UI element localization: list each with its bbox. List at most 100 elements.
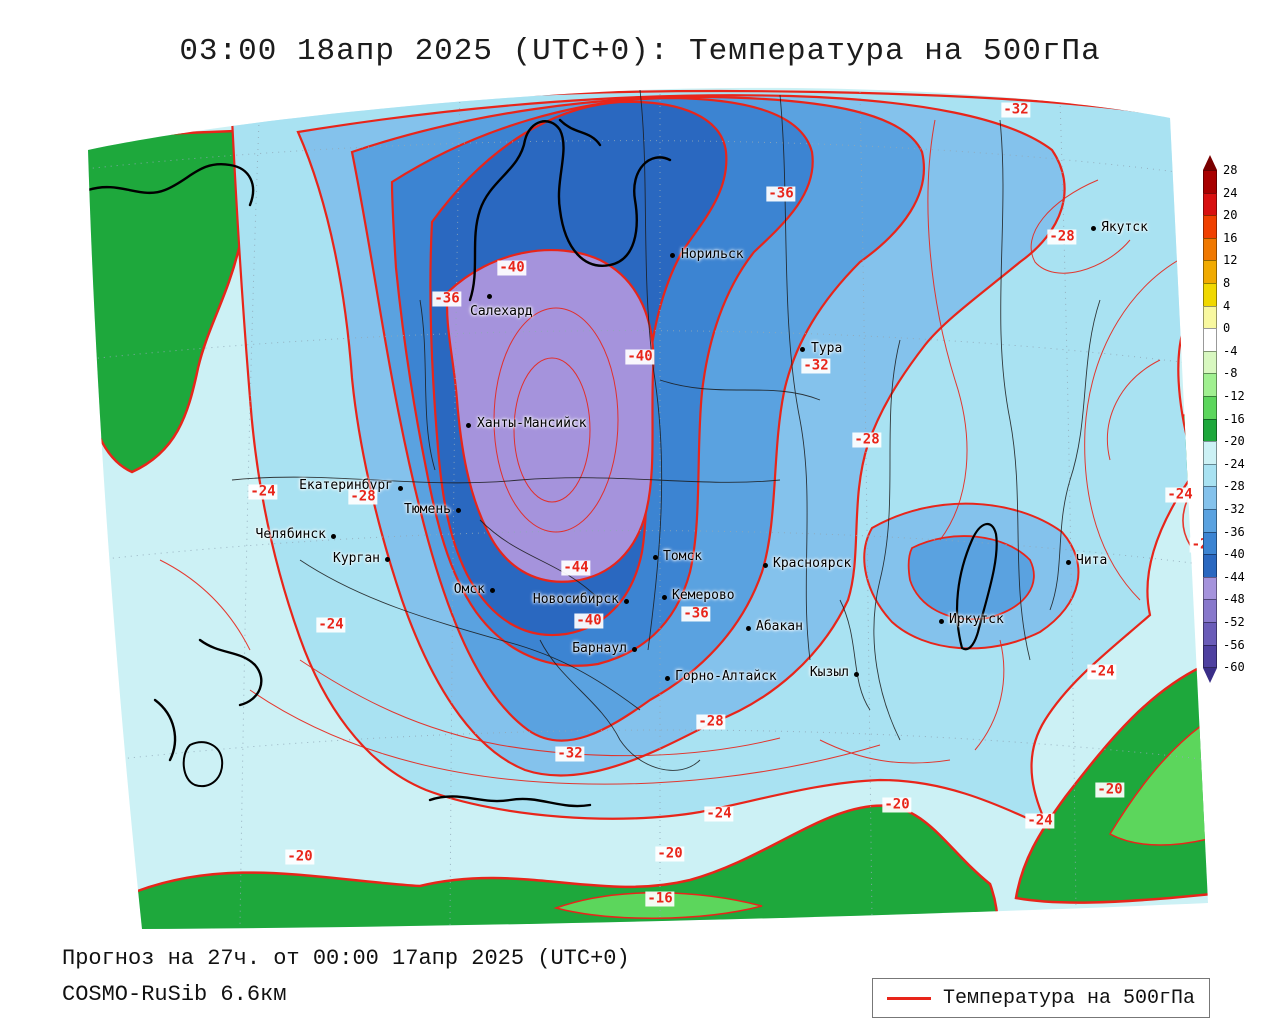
colorbar-band <box>1203 170 1217 194</box>
contour-lines <box>159 119 1208 785</box>
colorbar-band <box>1203 215 1217 239</box>
city-marker <box>1065 559 1071 565</box>
map-title: 03:00 18апр 2025 (UTC+0): Температура на… <box>179 34 1101 69</box>
colorbar-band <box>1203 463 1217 488</box>
colorbar-band <box>1203 531 1217 556</box>
city-label: Иркутск <box>949 612 1004 627</box>
colorbar-band <box>1203 554 1217 578</box>
colorbar-band <box>1203 576 1217 601</box>
colorbar-band <box>1203 599 1217 623</box>
contour-value-label: -24 <box>704 805 734 822</box>
city-marker <box>330 533 336 539</box>
city-label: Челябинск <box>255 527 326 542</box>
colorbar-band <box>1203 418 1217 443</box>
contour-value-label: -24 <box>316 616 346 633</box>
colorbar-band <box>1203 373 1217 397</box>
colorbar-band <box>1203 237 1217 262</box>
city-marker <box>623 598 629 604</box>
colorbar-band <box>1203 396 1217 420</box>
city-marker <box>397 485 403 491</box>
contour-value-label: -20 <box>285 848 315 865</box>
colorbar-tick-label: 20 <box>1223 208 1238 223</box>
city-marker <box>664 675 670 681</box>
colorbar-tick-label: -44 <box>1223 569 1245 584</box>
city-marker <box>384 556 390 562</box>
contour-value-label: -32 <box>555 745 585 762</box>
contour-value-label: -40 <box>625 348 655 365</box>
colorbar-tick-label: 24 <box>1223 185 1238 200</box>
colorbar-tick-label: -36 <box>1223 524 1245 539</box>
colorbar-bottom-arrow <box>1203 668 1217 684</box>
contour-value-label: -40 <box>574 612 604 629</box>
colorbar-tick-label: -60 <box>1223 660 1245 675</box>
city-marker <box>938 618 944 624</box>
city-marker <box>799 346 805 352</box>
colorbar-tick-label: -28 <box>1223 479 1245 494</box>
colorbar-band <box>1203 622 1217 646</box>
city-marker <box>745 625 751 631</box>
city-label: Кызыл <box>809 665 849 680</box>
legend-box: Температура на 500гПа <box>872 978 1210 1018</box>
contour-value-label: -24 <box>248 483 278 500</box>
city-marker <box>853 671 859 677</box>
city-label: Курган <box>333 551 380 566</box>
contour-value-label: -36 <box>681 605 711 622</box>
city-label: Ханты-Мансийск <box>477 416 587 431</box>
contour-value-label: -20 <box>1095 781 1125 798</box>
city-label: Салехард <box>470 304 533 319</box>
forecast-text: Прогноз на 27ч. от 00:00 17апр 2025 (UTC… <box>62 946 630 971</box>
contour-value-label: -32 <box>1001 101 1031 118</box>
colorbar-tick-label: 0 <box>1223 321 1231 336</box>
colorbar-tick-label: -20 <box>1223 434 1245 449</box>
city-label: Тюмень <box>404 502 451 517</box>
colorbar-tick-label: 16 <box>1223 230 1238 245</box>
city-marker <box>465 422 471 428</box>
city-label: Екатеринбург <box>299 478 393 493</box>
contour-value-label: -32 <box>801 357 831 374</box>
colorbar-tick-label: -56 <box>1223 637 1245 652</box>
colorbar-band <box>1203 328 1217 352</box>
city-label: Новосибирск <box>532 592 619 607</box>
city-label: Абакан <box>756 619 803 634</box>
city-marker <box>486 293 492 299</box>
contour-value-label: -28 <box>852 431 882 448</box>
colorbar-band <box>1203 260 1217 284</box>
colorbar-band <box>1203 350 1217 375</box>
coastlines <box>88 118 998 808</box>
colorbar-tick-label: -16 <box>1223 411 1245 426</box>
graticule <box>88 88 1208 929</box>
colorbar-tick-label: 28 <box>1223 163 1238 177</box>
colorbar-tick-label: -48 <box>1223 592 1245 607</box>
colorbar-band <box>1203 509 1217 533</box>
contour-value-label: -20 <box>655 845 685 862</box>
colorbar-top-arrow <box>1203 155 1217 170</box>
admin-borders <box>231 89 1101 771</box>
contour-value-label: -16 <box>645 890 675 907</box>
city-label: Якутск <box>1101 220 1148 235</box>
city-label: Кемерово <box>672 588 735 603</box>
city-label: Омск <box>453 582 485 597</box>
city-label: Тура <box>811 341 843 356</box>
colorbar-tick-label: -24 <box>1223 456 1245 471</box>
city-marker <box>669 252 675 258</box>
model-text: COSMO-RuSib 6.6км <box>62 982 287 1007</box>
contour-value-label: -28 <box>1047 228 1077 245</box>
colorbar-band <box>1203 486 1217 510</box>
colorbar-tick-label: -4 <box>1223 343 1238 358</box>
colorbar-band <box>1203 305 1217 330</box>
city-label: Красноярск <box>773 556 852 571</box>
legend-label: Температура на 500гПа <box>942 986 1195 1010</box>
colorbar-tick-label: -52 <box>1223 615 1245 629</box>
legend-line-sample <box>887 996 931 1000</box>
contour-value-label: -28 <box>696 713 726 730</box>
colorbar-band <box>1203 644 1217 669</box>
colorbar-tick-label: -8 <box>1223 366 1238 381</box>
colorbar-tick-label: -32 <box>1223 502 1245 516</box>
city-label: Чита <box>1076 553 1108 568</box>
colorbar-tick-label: 12 <box>1223 253 1238 268</box>
city-label: Норильск <box>681 247 744 262</box>
